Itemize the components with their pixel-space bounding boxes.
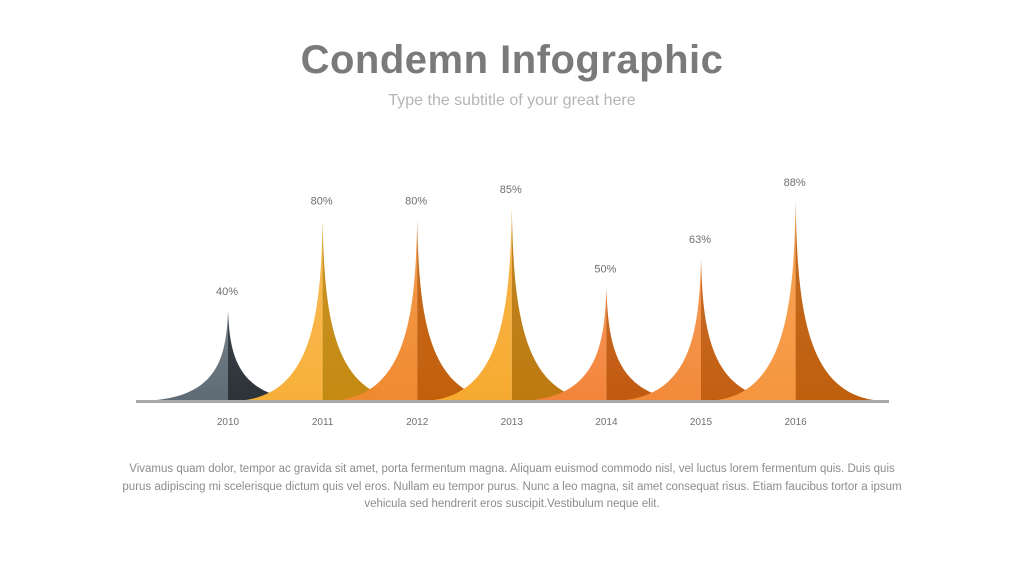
peak-left-face-2015: [609, 257, 701, 401]
peak-right-face-2015: [701, 257, 793, 401]
peak-left-face-2013: [419, 208, 512, 401]
value-label-2014: 50%: [594, 264, 616, 276]
value-label-2011: 80%: [311, 195, 333, 207]
peak-2016: [703, 201, 888, 401]
peak-right-face-2011: [322, 219, 415, 401]
peak-right-face-2014: [606, 287, 699, 401]
category-label-2015: 2015: [690, 417, 713, 428]
peak-2015: [609, 257, 793, 401]
category-label-2013: 2013: [501, 417, 524, 428]
peak-left-face-2011: [230, 219, 323, 401]
category-label-2014: 2014: [595, 417, 618, 428]
peak-2014: [514, 287, 699, 401]
peak-right-face-2012: [417, 219, 510, 401]
body-paragraph: Vivamus quam dolor, tempor ac gravida si…: [122, 463, 902, 510]
value-label-2012: 80%: [405, 195, 427, 207]
peak-left-face-2012: [325, 219, 418, 401]
peak-right-face-2016: [795, 201, 888, 401]
chart-baseline: [136, 400, 889, 403]
value-label-2015: 63%: [689, 234, 711, 246]
value-label-2010: 40%: [216, 286, 238, 298]
peak-2011: [230, 219, 415, 401]
peak-2013: [419, 208, 604, 401]
page-title: Condemn Infographic: [300, 38, 724, 82]
page-subtitle: Type the subtitle of your great here: [388, 92, 636, 109]
category-label-2011: 2011: [312, 417, 334, 428]
value-label-2013: 85%: [500, 184, 522, 196]
peak-2010: [136, 310, 320, 401]
peak-right-face-2013: [511, 208, 604, 401]
peak-left-face-2010: [136, 310, 228, 401]
category-label-2010: 2010: [217, 417, 240, 428]
peak-left-face-2016: [703, 201, 796, 401]
value-label-2016: 88%: [784, 177, 806, 189]
category-label-2012: 2012: [406, 417, 429, 428]
peak-2012: [325, 219, 510, 401]
category-label-2016: 2016: [784, 417, 807, 428]
peak-left-face-2014: [514, 287, 607, 401]
peak-right-face-2010: [228, 310, 320, 401]
